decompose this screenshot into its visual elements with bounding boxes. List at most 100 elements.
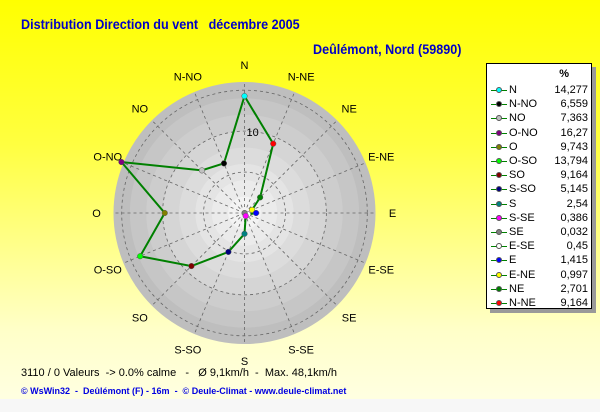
- legend-dot: [496, 257, 502, 264]
- direction-label: NO: [132, 103, 149, 115]
- data-point-s: [241, 230, 248, 237]
- direction-label: N-NE: [288, 71, 315, 83]
- radar-spoke: [244, 212, 338, 306]
- legend-value: 9,164: [560, 169, 588, 182]
- stats-text: 3110 / 0 Valeurs -> 0.0% calme - Ø 9,1km…: [21, 367, 337, 379]
- legend-item: E-SE 0,45: [489, 239, 589, 254]
- legend-dot: [496, 87, 502, 93]
- legend-value: 2,54: [566, 197, 588, 210]
- legend-dot: [496, 214, 502, 221]
- legend-item: SO 9,164: [489, 168, 589, 183]
- legend-dot: [496, 158, 502, 164]
- legend-item: N 14,277: [489, 83, 589, 98]
- direction-label: S-SO: [174, 345, 201, 357]
- chart-subtitle: Deûlémont, Nord (59890): [313, 41, 462, 57]
- radar-ring: [162, 130, 327, 296]
- legend-value: 5,145: [560, 183, 588, 196]
- legend-dot: [496, 101, 502, 108]
- legend-marker: [491, 243, 507, 250]
- legend-item: O-NO 16,27: [489, 126, 589, 141]
- legend-item: S 2,54: [489, 197, 589, 212]
- radar-spoke: [151, 212, 245, 306]
- legend-item: E 1,415: [489, 253, 589, 268]
- radar-spoke: [244, 212, 296, 335]
- data-point-no: [198, 167, 205, 174]
- legend-value: 0,386: [560, 211, 588, 224]
- direction-label: S: [241, 356, 248, 368]
- legend-item: NE 2,701: [489, 282, 589, 297]
- legend-item: SE 0,032: [489, 225, 589, 240]
- legend-item: S-SE 0,386: [489, 211, 589, 226]
- legend-name: S-SO: [509, 183, 536, 196]
- legend-dot: [496, 271, 502, 278]
- legend-dot: [496, 129, 502, 136]
- data-point-ne: [257, 194, 264, 201]
- direction-label: E-SE: [368, 265, 394, 277]
- direction-label: E-NE: [368, 151, 394, 163]
- data-point-o-no: [118, 158, 125, 166]
- data-point-n-ne: [270, 140, 277, 147]
- radar-spoke: [123, 162, 245, 214]
- legend-dot: [496, 172, 502, 179]
- legend-dot: [496, 186, 502, 193]
- legend-name: SO: [509, 169, 525, 182]
- radar-spoke: [193, 91, 245, 214]
- legend-name: NE: [509, 282, 525, 295]
- legend-marker: [491, 257, 507, 264]
- legend-name: S-SE: [509, 211, 535, 224]
- direction-label: O: [92, 208, 101, 220]
- legend-dot: [496, 143, 502, 150]
- legend-name: N: [509, 84, 517, 96]
- legend-dot: [496, 115, 502, 122]
- radar-ring: [203, 171, 286, 255]
- legend-value: 0,45: [566, 240, 588, 253]
- legend-dot: [496, 229, 502, 235]
- legend-marker: [491, 229, 507, 235]
- legend-item: S-SO 5,145: [489, 182, 589, 197]
- legend-marker: [491, 271, 507, 278]
- legend-name: SE: [509, 226, 524, 238]
- legend-value: 1,415: [560, 254, 588, 267]
- radar-spoke: [151, 120, 245, 214]
- legend-name: O: [509, 140, 518, 153]
- legend: % N 14,277 N-NO 6,559 NO 7,363 O-NO 16,27 O 9,743…: [486, 63, 592, 309]
- legend-marker: [491, 87, 507, 93]
- legend-marker: [491, 214, 507, 221]
- legend-item: NO 7,363: [489, 111, 589, 126]
- legend-name: N-NE: [509, 297, 536, 309]
- data-point-n-no: [220, 160, 227, 167]
- radial-tick-label: 10: [247, 127, 259, 139]
- legend-marker: [491, 143, 507, 150]
- radar-spoke: [244, 162, 366, 214]
- footer-credits: © WsWin32 - Deûlémont (F) - 16m - © Deul…: [21, 386, 347, 396]
- legend-marker: [491, 285, 507, 292]
- legend-marker: [491, 172, 507, 179]
- legend-marker: [491, 158, 507, 164]
- direction-label: O-SO: [94, 265, 123, 277]
- legend-item: O-SO 13,794: [489, 154, 589, 169]
- legend-item: E-NE 0,997: [489, 268, 589, 283]
- legend-marker: [491, 129, 507, 136]
- legend-value: 16,27: [560, 126, 588, 139]
- radar-spoke: [244, 120, 338, 214]
- legend-value: 9,164: [560, 297, 588, 309]
- radar-spoke: [193, 212, 245, 335]
- data-point-so: [188, 263, 195, 270]
- legend-item: O 9,743: [489, 140, 589, 155]
- direction-label: N-NO: [174, 71, 203, 83]
- data-point-n: [241, 93, 248, 100]
- legend-marker: [491, 186, 507, 193]
- data-point-s-so: [225, 248, 232, 255]
- legend-name: NO: [509, 112, 526, 125]
- legend-marker: [491, 300, 507, 306]
- legend-name: E-SE: [509, 240, 535, 253]
- data-point-s-se: [242, 212, 249, 219]
- legend-value: 2,701: [560, 282, 588, 295]
- legend-name: O-NO: [509, 126, 538, 139]
- legend-value: 6,559: [560, 98, 588, 111]
- legend-header: %: [559, 68, 569, 80]
- legend-dot: [496, 300, 502, 306]
- legend-value: 13,794: [554, 155, 588, 167]
- legend-dot: [496, 243, 502, 250]
- legend-name: O-SO: [509, 155, 538, 167]
